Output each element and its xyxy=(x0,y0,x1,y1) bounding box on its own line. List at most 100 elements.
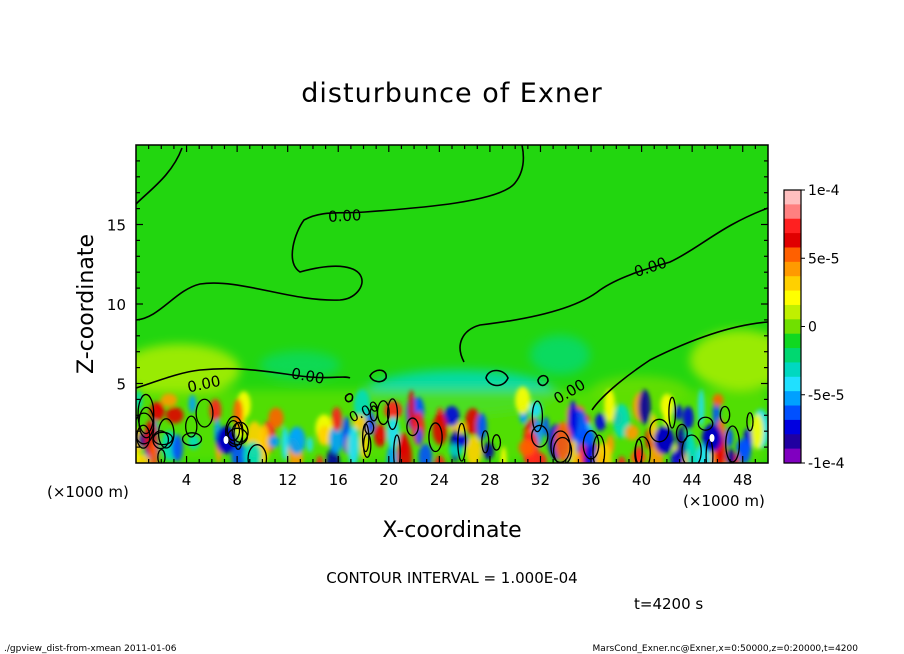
colorbar-swatch xyxy=(784,319,801,335)
field-blob xyxy=(209,398,222,422)
field-blob xyxy=(518,439,536,456)
colorbar: 1e-4 5e-5 0 -5e-5 -1e-4 xyxy=(783,183,845,472)
contour-loop xyxy=(675,423,688,443)
contour-loop xyxy=(705,438,714,463)
colorbar-swatch xyxy=(784,419,801,435)
colorbar-tick-label: -5e-5 xyxy=(808,388,845,404)
x-tick-label: 20 xyxy=(379,471,398,489)
contour-loop xyxy=(152,430,170,450)
colorbar-swatch xyxy=(784,448,801,464)
colorbar-swatch xyxy=(784,290,801,306)
contour-loop xyxy=(181,432,203,447)
y-tick-label: 10 xyxy=(107,296,126,314)
field-blob xyxy=(736,438,752,456)
field-blob xyxy=(160,393,178,407)
contour-loop xyxy=(137,393,155,435)
contour-loop xyxy=(668,396,677,429)
contour-loop xyxy=(393,434,401,463)
field-blob xyxy=(306,436,313,453)
field-blob xyxy=(682,406,694,430)
field-blob xyxy=(674,404,683,421)
contour-loop xyxy=(719,405,731,424)
field-blob xyxy=(171,434,183,462)
time-stamp: t=4200 s xyxy=(634,595,703,613)
x-tick-label: 16 xyxy=(329,471,348,489)
field-blob xyxy=(500,446,507,463)
field-blob xyxy=(604,389,616,423)
contour-loop xyxy=(531,424,549,448)
contour-label: 0.00 xyxy=(290,364,326,388)
field-blob xyxy=(482,442,495,460)
y-unit-label: (×1000 m) xyxy=(47,483,129,501)
y-axis: 5 10 15 xyxy=(107,160,768,448)
footer-left: ./gpview_dist-from-xmean 2011-01-06 xyxy=(4,644,177,654)
contour-loop xyxy=(386,398,399,431)
colorbar-tick-label: 0 xyxy=(808,320,817,336)
contour-loop xyxy=(491,434,502,451)
colorbar-swatch xyxy=(784,376,801,392)
colorbar-swatch xyxy=(784,405,801,421)
field-blob xyxy=(432,413,448,445)
x-tick-label: 12 xyxy=(278,471,297,489)
contour-loop xyxy=(136,424,151,449)
field-blob xyxy=(415,428,423,445)
y-axis-label: Z-coordinate xyxy=(74,234,99,374)
field-blob xyxy=(751,413,764,450)
contour-loop xyxy=(457,422,467,462)
colorbar-tick-label: 5e-5 xyxy=(808,251,839,267)
contour-loop xyxy=(361,423,370,453)
x-tick-label: 44 xyxy=(683,471,702,489)
field-blob xyxy=(188,394,197,413)
colorbar-swatch xyxy=(784,391,801,407)
contour-loop xyxy=(157,448,166,463)
contour-loop xyxy=(157,418,175,449)
y-tick-label: 15 xyxy=(107,217,126,235)
colorbar-swatch xyxy=(784,348,801,364)
field-blob xyxy=(408,389,415,428)
x-tick-label: 24 xyxy=(430,471,449,489)
colorbar-swatch xyxy=(784,276,801,292)
contour-loop xyxy=(185,415,198,438)
field-blob xyxy=(578,428,596,447)
field-blob xyxy=(686,436,697,463)
x-tick-label: 28 xyxy=(480,471,499,489)
field-blob xyxy=(567,400,578,437)
contour-loop xyxy=(697,416,714,431)
plot-area xyxy=(136,145,768,463)
x-tick-label: 48 xyxy=(733,471,752,489)
field-blob xyxy=(397,438,412,463)
contour-loop xyxy=(552,436,573,463)
field-blob xyxy=(465,435,482,463)
field-blob xyxy=(136,453,151,463)
field-blob xyxy=(331,407,342,432)
field-blob xyxy=(444,405,460,427)
chart-title: disturbunce of Exner xyxy=(301,78,602,109)
field-blob xyxy=(624,424,640,441)
field-blob xyxy=(268,407,284,429)
field-blob xyxy=(617,456,626,463)
field-blob xyxy=(712,393,724,407)
field-blob xyxy=(712,400,721,427)
x-tick-label: 32 xyxy=(531,471,550,489)
contour-loop xyxy=(649,418,670,443)
contour-loop xyxy=(406,417,419,437)
colorbar-swatch xyxy=(784,204,801,220)
field-blob xyxy=(347,426,360,463)
field-blob xyxy=(353,389,371,422)
colorbar-swatch xyxy=(784,333,801,349)
colorbar-swatch xyxy=(784,261,801,277)
colorbar-swatch xyxy=(784,247,801,263)
field-blob xyxy=(515,386,531,415)
colorbar-swatch xyxy=(784,434,801,450)
field-blob xyxy=(569,440,579,463)
field-blob xyxy=(329,425,343,454)
field-blob xyxy=(454,433,469,448)
contour-loop xyxy=(369,405,379,422)
field-blob xyxy=(373,424,387,447)
contour-loop xyxy=(226,419,241,442)
field-turbulent-layer xyxy=(136,386,768,463)
x-tick-label: 4 xyxy=(182,471,192,489)
colorbar-swatch xyxy=(784,304,801,320)
x-unit-label: (×1000 m) xyxy=(683,492,765,510)
